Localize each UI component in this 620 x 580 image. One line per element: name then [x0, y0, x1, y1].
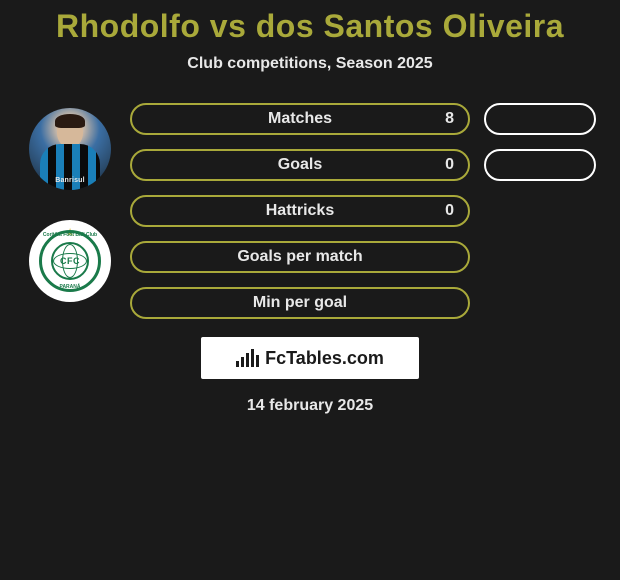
stat-left-pill: Hattricks 0 [130, 195, 470, 227]
stat-label: Goals per match [237, 248, 362, 266]
main-content: Banrisul ★ Coritiba Foot Ball Club CFC P… [0, 103, 620, 319]
stat-row-hattricks: Hattricks 0 [130, 195, 610, 227]
stat-label: Hattricks [266, 202, 334, 220]
stat-left-pill: Min per goal [130, 287, 470, 319]
stat-left-pill: Goals 0 [130, 149, 470, 181]
stat-left-pill: Goals per match [130, 241, 470, 273]
stat-left-value: 8 [445, 110, 454, 128]
logo-bars-icon [236, 349, 259, 367]
comparison-card: Rhodolfo vs dos Santos Oliveira Club com… [0, 0, 620, 415]
crest-outer-ring: Coritiba Foot Ball Club CFC PARANÁ [39, 230, 101, 292]
stat-left-value: 0 [445, 156, 454, 174]
stat-right-pill [484, 149, 596, 181]
stat-row-matches: Matches 8 [130, 103, 610, 135]
crest-text-bottom: PARANÁ [59, 284, 80, 290]
stat-left-value: 0 [445, 202, 454, 220]
stat-right-pill [484, 103, 596, 135]
player-right-crest: ★ Coritiba Foot Ball Club CFC PARANÁ [29, 220, 111, 302]
stat-label: Matches [268, 110, 332, 128]
shirt-sponsor: Banrisul [55, 177, 85, 184]
crest-text-top: Coritiba Foot Ball Club [43, 232, 97, 238]
card-date: 14 february 2025 [247, 397, 373, 415]
stats-column: Matches 8 Goals 0 Hattricks [130, 103, 620, 319]
stat-row-goals-per-match: Goals per match [130, 241, 610, 273]
avatar-column: Banrisul ★ Coritiba Foot Ball Club CFC P… [10, 103, 130, 302]
stat-row-goals: Goals 0 [130, 149, 610, 181]
stat-label: Goals [278, 156, 322, 174]
player-left-avatar: Banrisul [29, 108, 111, 190]
stat-row-min-per-goal: Min per goal [130, 287, 610, 319]
stat-label: Min per goal [253, 294, 347, 312]
page-title: Rhodolfo vs dos Santos Oliveira [0, 8, 620, 45]
stat-left-pill: Matches 8 [130, 103, 470, 135]
footer: FcTables.com 14 february 2025 [0, 337, 620, 415]
page-subtitle: Club competitions, Season 2025 [0, 55, 620, 73]
logo-text: FcTables.com [265, 348, 384, 369]
fctables-logo[interactable]: FcTables.com [201, 337, 419, 379]
crest-initials: CFC [60, 256, 80, 266]
crest-inner: CFC [51, 242, 89, 280]
